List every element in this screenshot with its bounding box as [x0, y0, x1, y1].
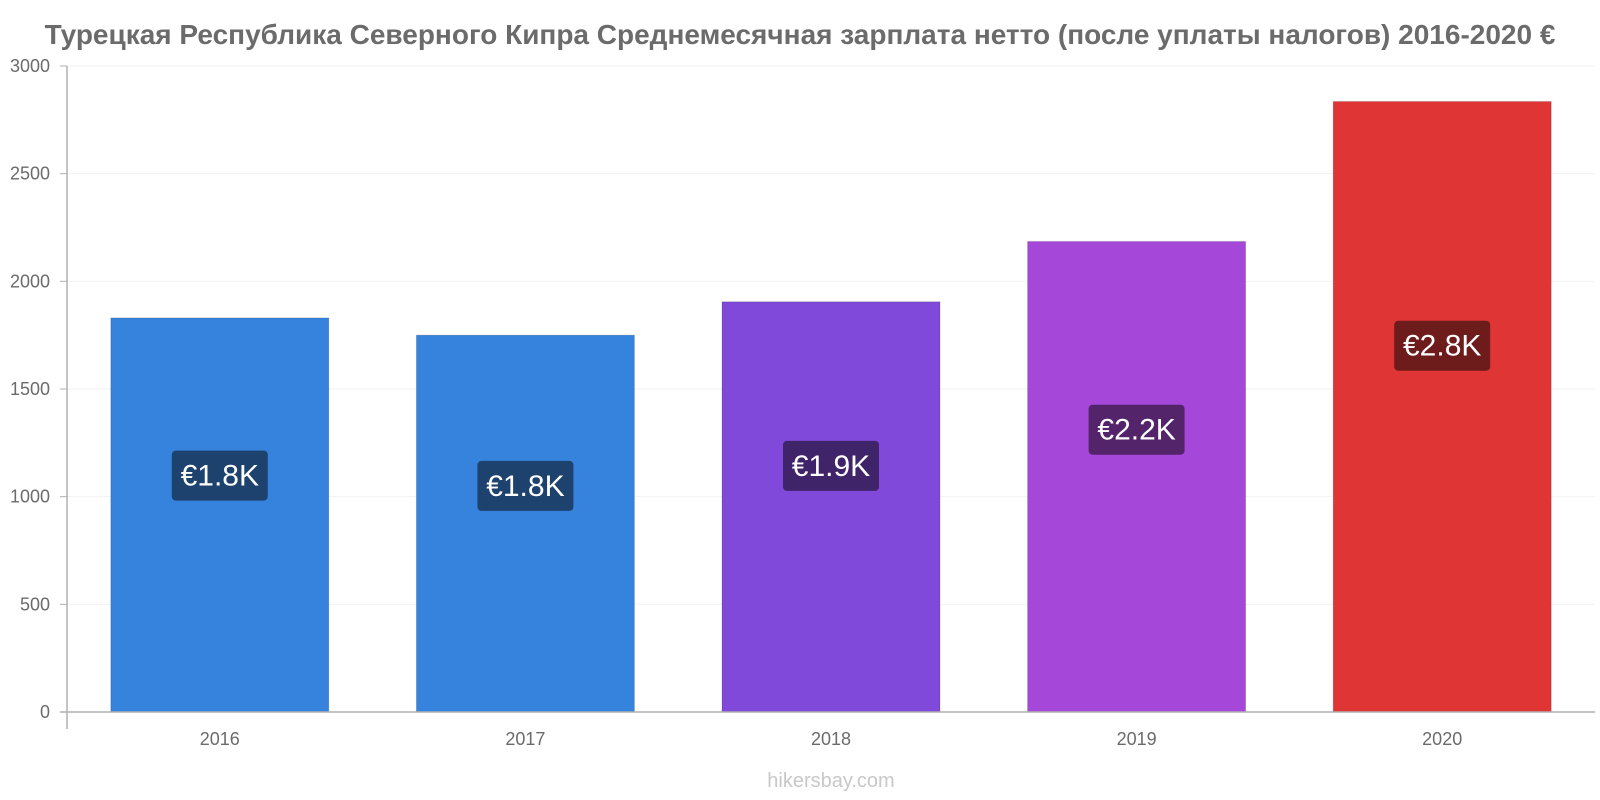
bar-2017	[415, 334, 635, 713]
watermark-text: hikersbay.com	[767, 770, 894, 792]
data-label: €1.9K	[783, 440, 879, 491]
data-labels: €1.8K €1.8K €1.9K €2.2K €2.8K	[171, 320, 1491, 511]
data-label-box	[1088, 404, 1185, 455]
y-tick-label: 0	[40, 702, 50, 722]
chart-title: Турецкая Республика Северного Кипра Сред…	[45, 19, 1556, 50]
data-label-text: €2.2K	[1097, 414, 1175, 447]
data-label-text: €1.8K	[181, 460, 259, 493]
x-tick-label: 2016	[200, 729, 240, 749]
data-label: €1.8K	[477, 460, 574, 511]
data-label-box	[783, 440, 879, 491]
y-tick-label: 3000	[10, 56, 50, 76]
bar-2016	[110, 317, 330, 713]
x-axis-ticks: 2016 2017 2018 2019 2020	[200, 729, 1462, 749]
y-axis-ticks: 0 500 1000 1500 2000 2500 3000	[10, 56, 67, 722]
y-tick-label: 1000	[10, 487, 50, 507]
x-tick-label: 2019	[1117, 729, 1157, 749]
data-label-box	[1394, 320, 1491, 371]
y-tick-label: 2000	[10, 271, 50, 291]
x-tick-label: 2018	[811, 729, 851, 749]
data-label: €2.8K	[1394, 320, 1491, 371]
bar-2018	[721, 301, 941, 713]
data-label-box	[477, 460, 574, 511]
bar-2020	[1332, 101, 1552, 713]
y-tick-label: 1500	[10, 379, 50, 399]
data-label-text: €2.8K	[1403, 330, 1481, 363]
bars	[110, 101, 1552, 713]
data-label: €1.8K	[171, 450, 268, 501]
data-label: €2.2K	[1088, 404, 1185, 455]
data-label-box	[171, 450, 268, 501]
data-label-text: €1.9K	[792, 450, 870, 483]
data-label-text: €1.8K	[486, 470, 564, 503]
y-tick-label: 2500	[10, 164, 50, 184]
x-tick-label: 2020	[1422, 729, 1462, 749]
y-tick-label: 500	[20, 594, 50, 614]
bar-2019	[1027, 240, 1247, 713]
x-tick-label: 2017	[505, 729, 545, 749]
